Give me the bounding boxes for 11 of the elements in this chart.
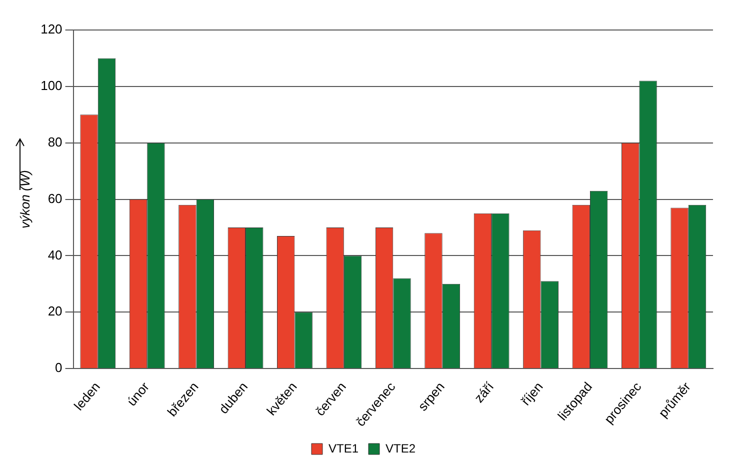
- y-tick-label: 0: [55, 360, 62, 376]
- y-tick-label: 40: [48, 247, 62, 262]
- legend-label: VTE2: [386, 441, 416, 456]
- y-tick-label: 120: [40, 22, 62, 37]
- y-tick-label: 80: [48, 134, 62, 150]
- y-tick-label: 100: [40, 78, 62, 94]
- y-tick-label: 20: [48, 304, 62, 319]
- y-axis-title: výkon (W): [17, 170, 32, 229]
- legend-label: VTE1: [328, 441, 359, 456]
- y-tick-label: 60: [48, 190, 62, 206]
- x-tick-label: říjen: [518, 379, 546, 408]
